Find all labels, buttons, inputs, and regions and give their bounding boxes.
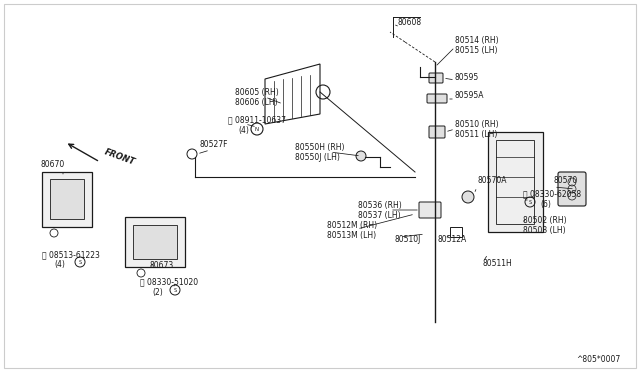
- Bar: [125, 217, 185, 267]
- Bar: [133, 225, 177, 259]
- Text: 80536 (RH): 80536 (RH): [358, 201, 402, 209]
- Text: Ⓢ 08330-51020: Ⓢ 08330-51020: [140, 278, 198, 286]
- Circle shape: [356, 151, 366, 161]
- Text: FRONT: FRONT: [103, 148, 136, 167]
- Bar: [496, 140, 534, 224]
- Text: 80570: 80570: [554, 176, 579, 185]
- FancyBboxPatch shape: [558, 172, 586, 206]
- FancyBboxPatch shape: [429, 73, 443, 83]
- Text: S: S: [173, 288, 177, 292]
- Text: (2): (2): [152, 288, 163, 296]
- Circle shape: [462, 191, 474, 203]
- Bar: [50, 179, 84, 219]
- Text: 80503 (LH): 80503 (LH): [523, 225, 566, 234]
- Text: 80670: 80670: [40, 160, 64, 169]
- Text: 80595A: 80595A: [455, 90, 484, 99]
- Text: S: S: [79, 260, 81, 264]
- FancyBboxPatch shape: [429, 126, 445, 138]
- Text: (6): (6): [540, 199, 551, 208]
- Text: (4): (4): [238, 125, 249, 135]
- Text: 80511H: 80511H: [483, 260, 513, 269]
- FancyBboxPatch shape: [427, 94, 447, 103]
- Text: 80595: 80595: [455, 73, 479, 81]
- Text: Ⓢ 08330-62058: Ⓢ 08330-62058: [523, 189, 581, 199]
- Text: S: S: [529, 199, 532, 205]
- Text: Ⓝ 08911-10637: Ⓝ 08911-10637: [228, 115, 286, 125]
- Text: 80673: 80673: [150, 260, 174, 269]
- Text: 80550J (LH): 80550J (LH): [295, 153, 340, 161]
- Text: Ⓢ 08513-61223: Ⓢ 08513-61223: [42, 250, 100, 260]
- Text: 80537 (LH): 80537 (LH): [358, 211, 401, 219]
- Text: N: N: [255, 126, 259, 131]
- Text: 80605 (RH): 80605 (RH): [235, 87, 279, 96]
- Text: 80515 (LH): 80515 (LH): [455, 45, 497, 55]
- Text: 80550H (RH): 80550H (RH): [295, 142, 344, 151]
- Text: 80527F: 80527F: [200, 140, 228, 148]
- Text: 80510J: 80510J: [395, 234, 421, 244]
- Bar: [42, 172, 92, 227]
- Bar: [450, 227, 462, 237]
- Text: 80513M (LH): 80513M (LH): [327, 231, 376, 240]
- Text: 80608: 80608: [398, 17, 422, 26]
- Text: 80511 (LH): 80511 (LH): [455, 129, 497, 138]
- Text: 80502 (RH): 80502 (RH): [523, 215, 566, 224]
- Text: 80606 (LH): 80606 (LH): [235, 97, 278, 106]
- Text: 80514 (RH): 80514 (RH): [455, 35, 499, 45]
- Text: 80512M (RH): 80512M (RH): [327, 221, 377, 230]
- Text: 80570A: 80570A: [478, 176, 508, 185]
- Text: 80512A: 80512A: [438, 234, 467, 244]
- Text: ^805*0007: ^805*0007: [576, 356, 620, 365]
- Text: 80510 (RH): 80510 (RH): [455, 119, 499, 128]
- Text: (4): (4): [54, 260, 65, 269]
- Bar: [488, 132, 543, 232]
- FancyBboxPatch shape: [419, 202, 441, 218]
